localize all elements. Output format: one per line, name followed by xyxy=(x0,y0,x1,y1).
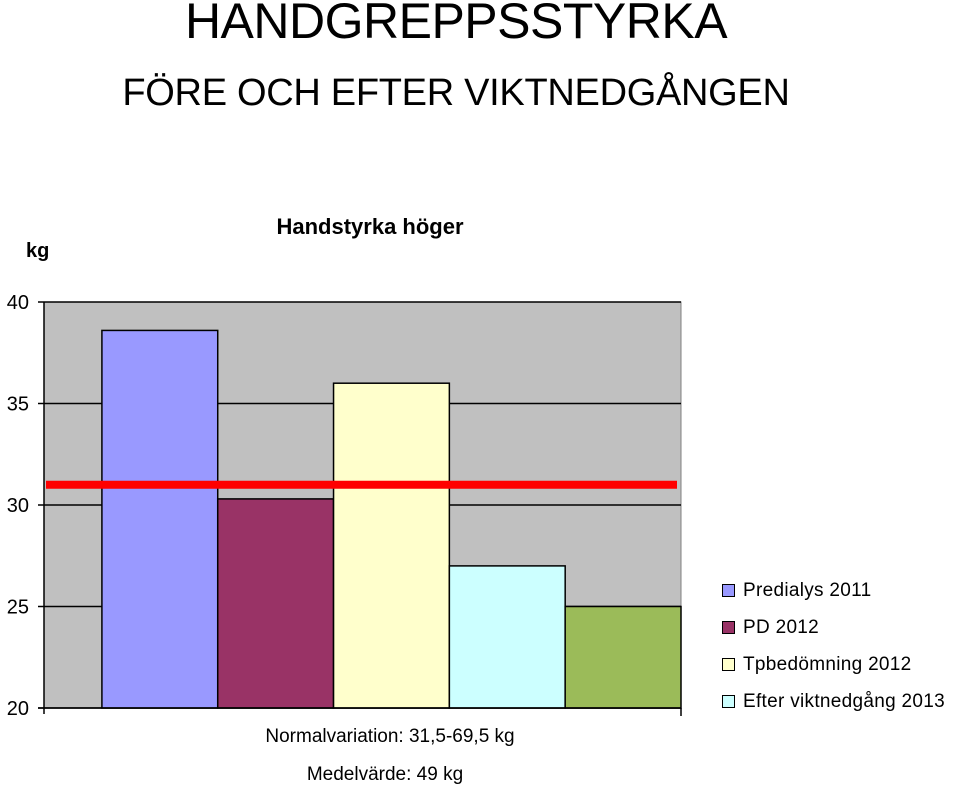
y-tick-label: 40 xyxy=(7,292,29,314)
chart-title: Handstyrka höger xyxy=(276,214,464,239)
y-tick-label: 25 xyxy=(7,597,29,619)
legend-item: Tpbedömning 2012 xyxy=(722,646,945,683)
y-tick-label: 30 xyxy=(7,495,29,517)
legend-swatch xyxy=(722,584,735,597)
legend-swatch xyxy=(722,695,735,708)
bar xyxy=(216,498,335,709)
legend-item: Efter viktnedgång 2013 xyxy=(722,683,945,720)
legend-label: PD 2012 xyxy=(743,616,820,638)
legend: Predialys 2011 PD 2012 Tpbedömning 2012 Eft… xyxy=(722,572,945,720)
legend-label: Tpbedömning 2012 xyxy=(743,653,912,675)
bar xyxy=(101,329,219,709)
legend-item: Predialys 2011 xyxy=(722,572,945,609)
y-axis-unit-label: kg xyxy=(26,240,50,262)
y-tick-label: 35 xyxy=(7,394,29,416)
legend-label: Predialys 2011 xyxy=(743,579,872,601)
legend-label: Efter viktnedgång 2013 xyxy=(743,690,946,712)
bar xyxy=(448,565,566,709)
mean-value-note: Medelvärde: 49 kg xyxy=(306,764,464,785)
bar xyxy=(332,382,451,709)
page-subtitle: FÖRE OCH EFTER VIKTNEDGÅNGEN xyxy=(122,72,790,114)
legend-item: PD 2012 xyxy=(722,609,945,646)
page-title: HANDGREPPSSTYRKA xyxy=(184,0,728,49)
legend-swatch xyxy=(722,658,735,671)
normal-variation-note: Normalvariation: 31,5-69,5 kg xyxy=(265,726,515,747)
bar xyxy=(564,605,682,709)
legend-swatch xyxy=(722,621,735,634)
y-tick-label: 20 xyxy=(7,698,29,720)
